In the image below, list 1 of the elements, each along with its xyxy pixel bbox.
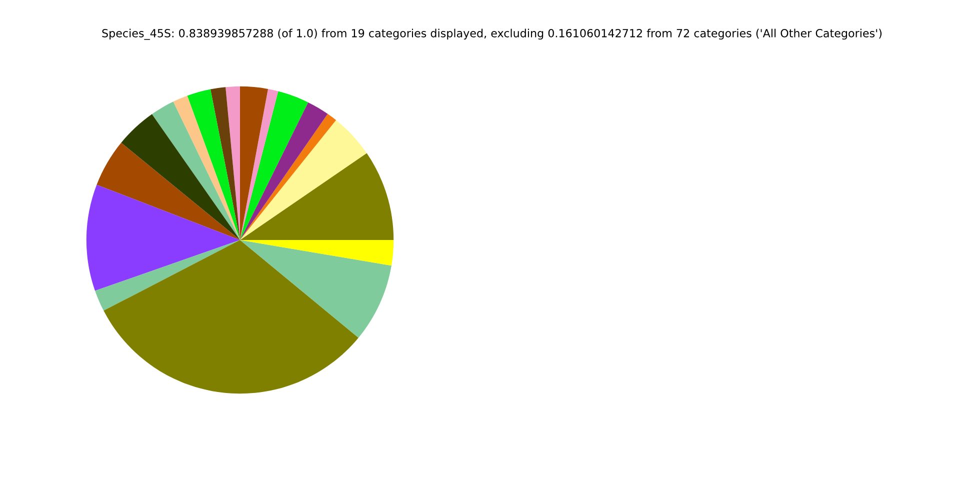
text: Species_45S: 0.838939857288 (of 1.0) from 19 categories displayed, excluding 0.161060142712 from 72 categories ('All Other Categories') — [102, 28, 882, 40]
